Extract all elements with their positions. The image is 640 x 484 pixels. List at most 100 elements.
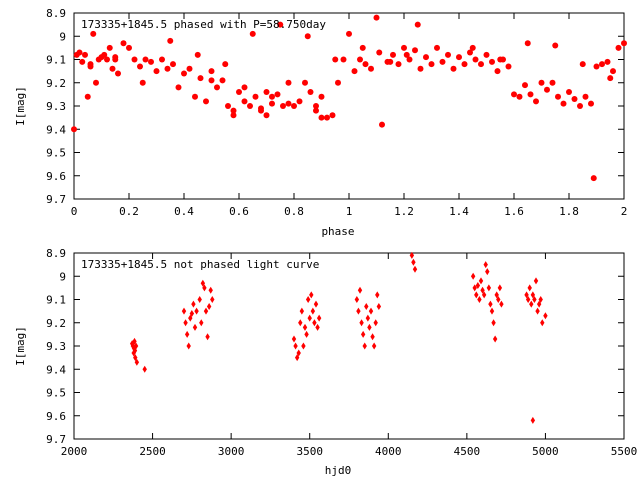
top-y-tick-label: 9 (59, 30, 66, 43)
top-data-point (615, 44, 622, 51)
top-data-point (579, 61, 586, 68)
top-y-tick-label: 9.1 (46, 54, 66, 67)
top-x-tick-label: 0 (71, 205, 78, 218)
top-data-point (511, 91, 517, 98)
top-data-point (376, 49, 383, 56)
top-data-point (522, 82, 528, 89)
top-data-point (577, 103, 583, 109)
bottom-data-point (481, 291, 487, 299)
top-x-tick-label: 1.6 (504, 205, 524, 218)
bottom-data-point (357, 286, 363, 294)
unphased-light-curve-panel: 2000 2500 3000 3500 4000 4500 5000 5500 8.9 9 9.1 9… (14, 247, 637, 477)
bottom-data-point (191, 300, 196, 308)
top-data-point (549, 79, 556, 86)
top-data-point (109, 65, 116, 72)
top-data-point (291, 103, 297, 109)
top-data-point (175, 84, 182, 91)
top-data-point (456, 54, 462, 61)
top-x-tick-label: 1.8 (559, 205, 579, 218)
bottom-y-tick-label: 9.3 (46, 340, 66, 353)
top-data-point (428, 61, 435, 68)
top-data-point (590, 175, 597, 182)
top-x-tick-label: 0.4 (174, 205, 194, 218)
top-data-point (104, 56, 110, 63)
top-data-point (167, 37, 174, 44)
top-data-point (593, 63, 600, 70)
top-data-point (219, 77, 226, 84)
top-data-point (560, 100, 567, 107)
top-data-point (302, 79, 308, 86)
bottom-x-tick-label: 5500 (611, 445, 638, 458)
top-data-point (131, 56, 138, 63)
bottom-data-point (474, 291, 479, 299)
bottom-data-point (485, 268, 490, 276)
top-data-point (263, 112, 270, 119)
bottom-axis-ticks: 2000 2500 3000 3500 4000 4500 5000 5500 8.9 9 9.1 9… (46, 247, 637, 458)
bottom-plot-frame (73, 252, 625, 440)
bottom-data-point (315, 323, 320, 331)
bottom-y-tick-label: 9.7 (46, 433, 66, 446)
bottom-data-point (486, 284, 492, 292)
bottom-data-point (208, 286, 213, 294)
bottom-data-point (411, 258, 416, 266)
bottom-y-axis-label: I[mag] (14, 326, 27, 366)
top-data-point (222, 61, 229, 68)
top-plot-frame (73, 12, 625, 200)
bottom-data-point (538, 296, 543, 303)
top-data-point (307, 89, 314, 96)
top-x-tick-label: 1.4 (449, 205, 469, 218)
top-data-point (533, 98, 539, 105)
top-data-point (214, 84, 220, 91)
bottom-data-point (206, 302, 212, 310)
bottom-data-point (532, 296, 537, 303)
top-data-point (112, 56, 119, 63)
top-data-point (230, 107, 237, 114)
top-data-point (247, 103, 253, 109)
bottom-data-point (298, 319, 303, 327)
bottom-data-point (181, 307, 187, 315)
top-y-tick-label: 9.6 (46, 170, 66, 183)
bottom-data-point (296, 349, 301, 357)
top-data-point (329, 112, 336, 119)
bottom-x-tick-label: 3000 (218, 445, 245, 458)
top-data-point (148, 58, 154, 65)
bottom-data-point (371, 342, 377, 350)
top-data-point (318, 93, 325, 100)
top-data-point (351, 68, 358, 75)
top-data-point (79, 58, 86, 65)
bottom-x-tick-label: 5000 (532, 445, 559, 458)
bottom-data-point (203, 307, 209, 315)
top-data-point (197, 75, 204, 82)
top-data-point (241, 98, 248, 105)
top-x-tick-label: 0.2 (119, 205, 139, 218)
top-data-point (362, 61, 369, 68)
top-data-point (346, 30, 352, 37)
top-data-point (120, 40, 127, 47)
bottom-y-tick-label: 9 (59, 270, 66, 283)
bottom-data-point (475, 282, 481, 290)
top-y-axis-label: I[mag] (14, 86, 27, 126)
top-data-point (90, 30, 97, 37)
top-data-point (313, 103, 319, 109)
top-data-point (552, 42, 559, 49)
bottom-data-point (134, 358, 140, 366)
top-data-point (368, 65, 374, 72)
bottom-data-point (367, 323, 372, 331)
bottom-x-tick-label: 4000 (375, 445, 402, 458)
bottom-data-point (205, 333, 210, 341)
top-data-point (225, 103, 231, 109)
top-x-axis-label: phase (321, 225, 354, 238)
bottom-data-point (524, 291, 529, 299)
top-data-point (412, 47, 418, 54)
bottom-x-tick-label: 2500 (139, 445, 166, 458)
top-data-point (93, 79, 99, 86)
top-data-point (588, 100, 594, 107)
bottom-data-point (184, 330, 190, 338)
bottom-data-point (370, 333, 375, 341)
top-data-point (194, 51, 201, 58)
top-data-point (538, 79, 545, 86)
bottom-y-tick-label: 9.2 (46, 317, 66, 330)
bottom-chart-title: 173335+1845.5 not phased light curve (81, 258, 319, 271)
bottom-data-point (307, 314, 312, 322)
